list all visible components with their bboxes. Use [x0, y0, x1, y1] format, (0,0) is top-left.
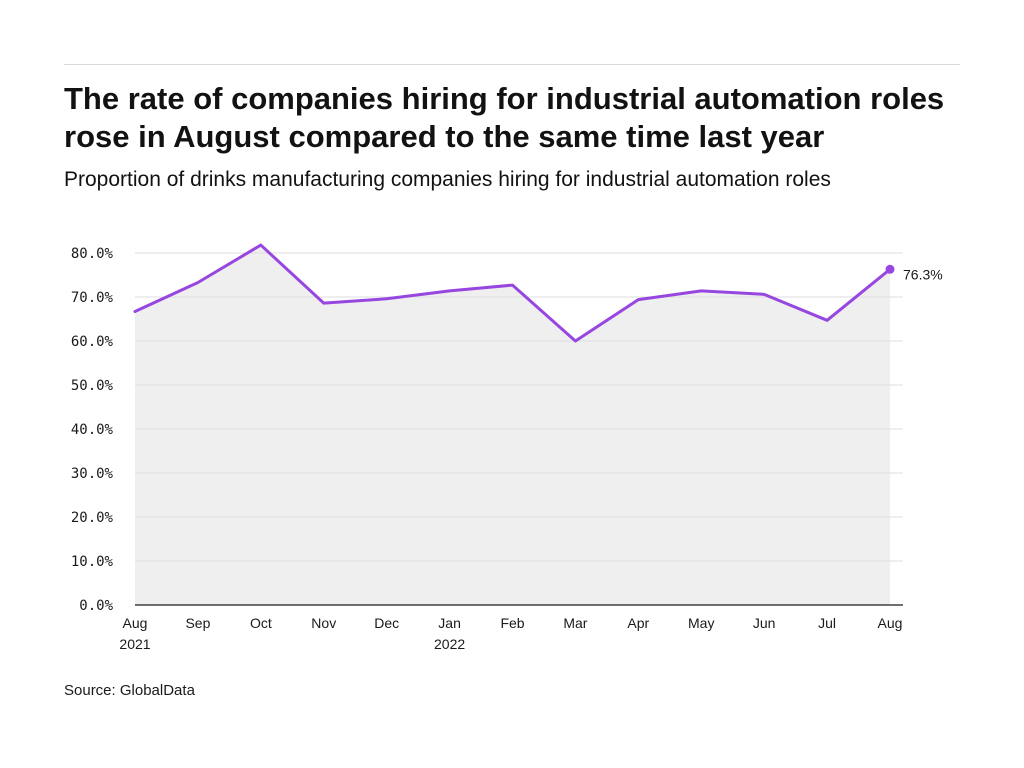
x-tick-label: Jul: [818, 615, 836, 631]
x-tick-label: Jan: [438, 615, 461, 631]
x-tick-label: May: [688, 615, 714, 631]
y-tick-label: 50.0%: [71, 378, 114, 394]
x-tick-label: Dec: [374, 615, 399, 631]
top-rule: [64, 64, 960, 65]
last-point-label: 76.3%: [903, 266, 943, 282]
x-tick-label: Nov: [311, 615, 336, 631]
y-tick-label: 0.0%: [79, 598, 113, 614]
x-tick-label: Mar: [563, 615, 587, 631]
y-tick-label: 80.0%: [71, 246, 114, 262]
y-tick-label: 40.0%: [71, 422, 114, 438]
x-tick-label: Aug: [878, 615, 903, 631]
y-tick-label: 30.0%: [71, 466, 114, 482]
y-tick-label: 60.0%: [71, 334, 114, 350]
x-tick-label: Jun: [753, 615, 776, 631]
y-tick-label: 70.0%: [71, 290, 114, 306]
line-chart: 0.0% 10.0% 20.0% 30.0% 40.0% 50.0% 60.0% 70.0% 8…: [71, 243, 943, 652]
chart-subtitle: Proportion of drinks manufacturing compa…: [64, 168, 831, 191]
y-tick-label: 10.0%: [71, 554, 114, 570]
x-tick-label: 2022: [434, 636, 465, 652]
area-fill: [135, 245, 890, 605]
x-tick-label: Apr: [627, 615, 649, 631]
x-tick-label: Oct: [250, 615, 272, 631]
x-tick-label: Feb: [500, 615, 524, 631]
y-tick-label: 20.0%: [71, 510, 114, 526]
x-tick-label: Aug: [123, 615, 148, 631]
x-tick-label: Sep: [185, 615, 210, 631]
last-point-marker: [885, 264, 895, 274]
series-line: [133, 243, 892, 343]
x-tick-label: 2021: [119, 636, 150, 652]
source-note: Source: GlobalData: [64, 682, 195, 699]
chart-title: The rate of companies hiring for industr…: [64, 81, 945, 154]
